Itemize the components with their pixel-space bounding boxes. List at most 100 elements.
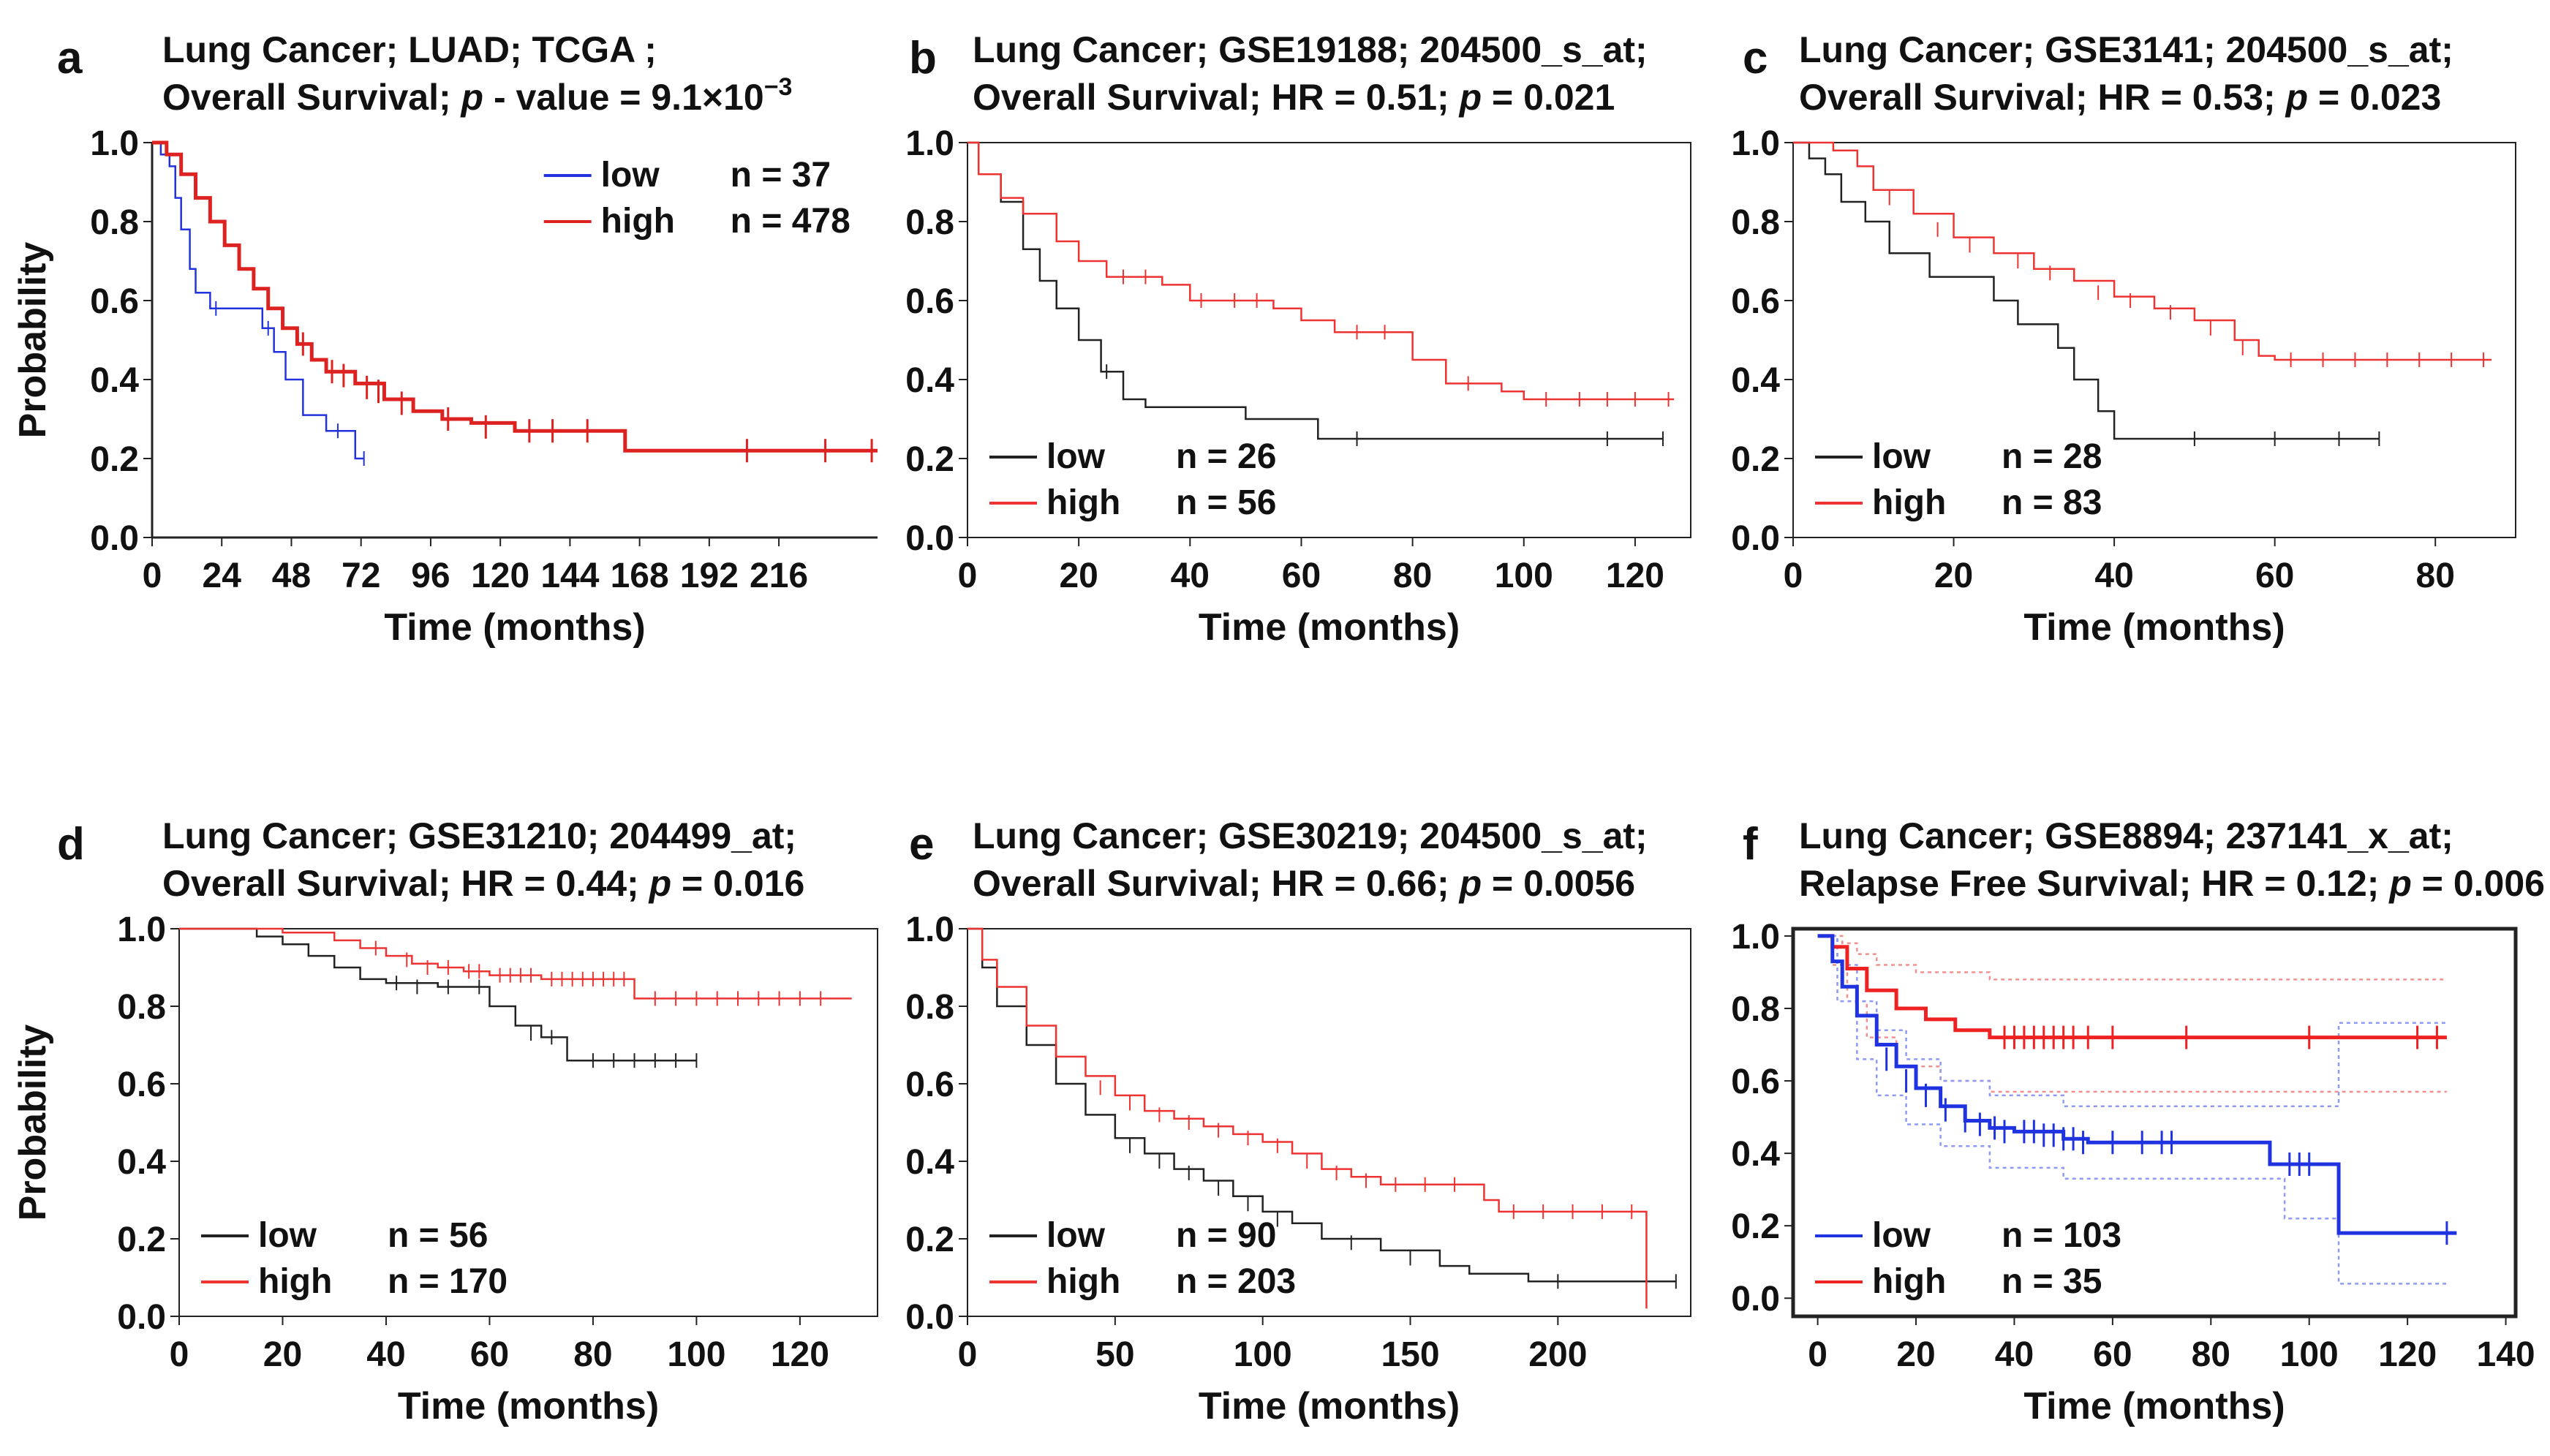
x-tick-label: 150 <box>1381 1335 1439 1374</box>
title-part: −3 <box>764 73 793 101</box>
y-tick-label: 1.0 <box>905 124 954 163</box>
y-tick-label: 0.8 <box>905 203 954 242</box>
y-tick-label: 0.8 <box>117 988 166 1027</box>
chart-title-line1: Lung Cancer; GSE3141; 204500_s_at; <box>1799 29 2453 70</box>
x-tick-label: 144 <box>540 557 599 595</box>
y-tick-label: 0.6 <box>905 282 954 321</box>
x-tick-label: 80 <box>573 1335 612 1374</box>
y-tick-label: 0.8 <box>905 988 954 1027</box>
series-line-low <box>967 141 1663 440</box>
y-tick-label: 0.2 <box>905 1221 954 1259</box>
x-tick-label: 100 <box>1234 1335 1292 1374</box>
y-tick-label: 0.4 <box>1731 361 1780 400</box>
y-tick-label: 0.0 <box>905 519 954 558</box>
chart-title-line1: Lung Cancer; GSE8894; 237141_x_at; <box>1799 815 2453 856</box>
chart-title-line1: Lung Cancer; GSE30219; 204500_s_at; <box>973 815 1648 856</box>
y-tick-label: 0.6 <box>1731 1063 1780 1101</box>
y-tick-label: 0.0 <box>905 1298 954 1337</box>
x-tick-label: 120 <box>1606 557 1664 595</box>
y-tick-label: 1.0 <box>117 910 166 949</box>
y-tick-label: 1.0 <box>905 910 954 949</box>
y-tick-label: 0.8 <box>90 203 139 242</box>
x-tick-label: 20 <box>1896 1335 1935 1374</box>
y-tick-label: 0.0 <box>90 519 139 558</box>
legend-n: n = 478 <box>731 202 850 241</box>
series-line-low-upper-ci <box>1817 935 2447 1107</box>
title-part: p <box>2285 77 2309 118</box>
y-tick-label: 0.2 <box>905 440 954 479</box>
x-axis-label: Time (months) <box>398 1385 659 1427</box>
y-tick-label: 0.4 <box>905 1143 954 1182</box>
x-tick-label: 80 <box>2192 1335 2230 1374</box>
title-part: p <box>648 863 672 904</box>
series-line-low <box>1793 141 2380 440</box>
series-line-low <box>152 141 364 460</box>
y-tick-label: 1.0 <box>1731 124 1780 163</box>
title-part: p <box>1458 863 1482 904</box>
series-line-low <box>1817 934 2457 1235</box>
legend-label: high <box>1046 1262 1120 1301</box>
x-axis-label: Time (months) <box>2023 1385 2285 1427</box>
x-tick-label: 100 <box>2280 1335 2339 1374</box>
x-tick-label: 140 <box>2477 1335 2535 1374</box>
panel-b: b Lung Cancer; GSE19188; 204500_s_at; Over… <box>905 29 1691 649</box>
y-tick-label: 0.0 <box>1731 1280 1780 1319</box>
legend-label: high <box>258 1262 332 1301</box>
x-tick-label: 40 <box>2094 557 2133 595</box>
panel-d: d Lung Cancer; GSE31210; 204499_at; Overal… <box>12 815 878 1427</box>
panel-letter: a <box>57 33 83 83</box>
panel-a: a Lung Cancer; LUAD; TCGA ;Overall Surviv… <box>12 29 878 649</box>
y-tick-label: 0.4 <box>90 361 139 400</box>
y-tick-label: 0.4 <box>905 361 954 400</box>
title-part: Overall Survival; HR = 0.51; <box>973 77 1460 118</box>
x-axis-label: Time (months) <box>2023 606 2285 649</box>
y-tick-label: 0.0 <box>1731 519 1780 558</box>
x-tick-label: 40 <box>1171 557 1210 595</box>
legend-label: low <box>258 1216 317 1255</box>
x-tick-label: 0 <box>170 1335 189 1374</box>
legend-n: n = 56 <box>1176 483 1276 522</box>
chart-title-line2: Overall Survival; HR = 0.51; p = 0.021 <box>973 77 1615 118</box>
x-tick-label: 60 <box>2255 557 2294 595</box>
y-tick-label: 1.0 <box>1731 918 1780 957</box>
x-tick-label: 100 <box>667 1335 725 1374</box>
title-part: Overall Survival; HR = 0.53; <box>1799 77 2286 118</box>
x-tick-label: 60 <box>1282 557 1321 595</box>
series-line-low <box>179 927 697 1062</box>
legend-label: low <box>1872 1216 1931 1255</box>
panel-letter: f <box>1743 819 1758 870</box>
x-tick-label: 168 <box>611 557 669 595</box>
x-tick-label: 40 <box>366 1335 405 1374</box>
y-tick-label: 0.4 <box>1731 1135 1780 1174</box>
title-part: p <box>1458 77 1482 118</box>
series-line-high-lower-ci <box>1817 935 2447 1093</box>
x-tick-label: 100 <box>1495 557 1553 595</box>
x-tick-label: 120 <box>471 557 529 595</box>
panel-letter: b <box>909 33 937 83</box>
x-tick-label: 0 <box>1808 1335 1827 1374</box>
x-tick-label: 48 <box>272 557 311 595</box>
y-tick-label: 0.6 <box>117 1065 166 1104</box>
y-axis-label: Probability <box>12 242 54 439</box>
series-line-low <box>967 927 1676 1283</box>
x-tick-label: 20 <box>263 1335 302 1374</box>
legend-label: low <box>601 156 660 195</box>
title-part: = 0.0056 <box>1482 863 1635 904</box>
x-tick-label: 96 <box>411 557 450 595</box>
series-line-high-upper-ci <box>1817 935 2447 981</box>
x-tick-label: 120 <box>771 1335 829 1374</box>
plot-frame <box>178 928 878 1317</box>
y-tick-label: 0.2 <box>1731 440 1780 479</box>
y-tick-label: 0.2 <box>1731 1207 1780 1246</box>
chart-title-line2: Overall Survival; HR = 0.44; p = 0.016 <box>162 863 804 904</box>
x-tick-label: 0 <box>958 1335 978 1374</box>
x-tick-label: 60 <box>2093 1335 2132 1374</box>
y-tick-label: 0.4 <box>117 1143 166 1182</box>
panel-letter: d <box>57 819 85 870</box>
y-tick-label: 0.8 <box>1731 203 1780 242</box>
x-axis-label: Time (months) <box>1199 1385 1460 1427</box>
title-part: - value = 9.1×10 <box>483 77 764 118</box>
x-tick-label: 0 <box>143 557 162 595</box>
legend-n: n = 26 <box>1176 437 1276 476</box>
legend-n: n = 56 <box>388 1216 488 1255</box>
